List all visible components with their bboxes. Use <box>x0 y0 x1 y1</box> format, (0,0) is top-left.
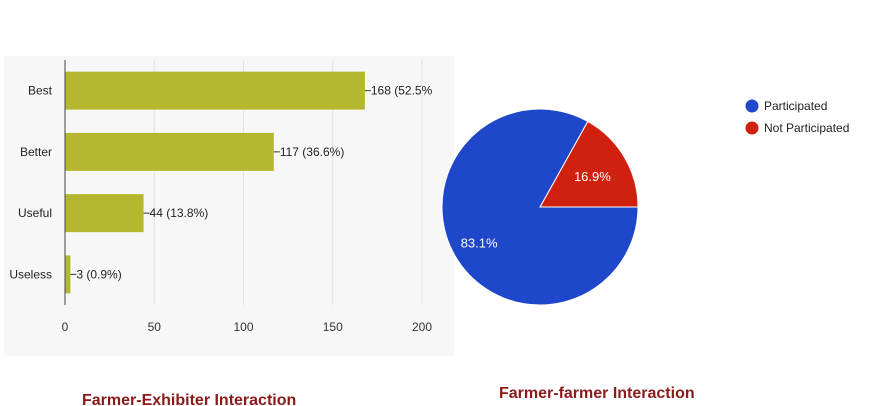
bar-useful <box>65 194 144 233</box>
bar-chart: Best Better Useful Useless 0 50 100 150 200 168… <box>4 56 454 406</box>
category-label: Better <box>20 145 52 159</box>
legend-label: Not Participated <box>764 121 849 135</box>
data-labels: 168 (52.5% 117 (36.6%) 44 (13.8%) 3 (0.9%) <box>70 84 433 281</box>
pie-slice-label: 83.1% <box>461 236 498 251</box>
data-label: 44 (13.8%) <box>150 206 209 220</box>
pie-slices <box>441 108 639 306</box>
x-tick-label: 100 <box>233 320 253 334</box>
category-label: Useful <box>18 206 52 220</box>
legend-marker <box>745 121 759 135</box>
pie-slice-participated <box>441 108 639 306</box>
category-label: Best <box>28 84 53 98</box>
pie-chart-title: Farmer-farmer Interaction <box>499 385 695 402</box>
bar-better <box>65 132 274 171</box>
x-tick-labels: 0 50 100 150 200 <box>62 320 433 334</box>
bar-useless <box>65 255 71 294</box>
legend-label: Participated <box>764 99 827 113</box>
x-tick-label: 50 <box>148 320 162 334</box>
x-tick-label: 150 <box>323 320 343 334</box>
bar-chart-title: Farmer-Exhibiter Interaction <box>82 392 296 406</box>
bar-best <box>65 71 365 110</box>
x-tick-label: 0 <box>62 320 69 334</box>
category-labels: Best Better Useful Useless <box>9 84 52 282</box>
data-label: 3 (0.9%) <box>76 267 121 281</box>
x-tick-label: 200 <box>412 320 432 334</box>
bar-series <box>65 71 365 294</box>
legend-marker <box>745 99 759 113</box>
data-label: 117 (36.6%) <box>280 145 344 159</box>
pie-slice-not-participated <box>539 120 639 208</box>
pie-legend: Participated Not Participated <box>745 99 849 135</box>
category-label: Useless <box>9 267 52 281</box>
pie-slice-label: 16.9% <box>574 169 611 184</box>
pie-slice-labels: 16.9% 83.1% <box>461 169 612 250</box>
data-label: 168 (52.5% <box>371 84 433 98</box>
